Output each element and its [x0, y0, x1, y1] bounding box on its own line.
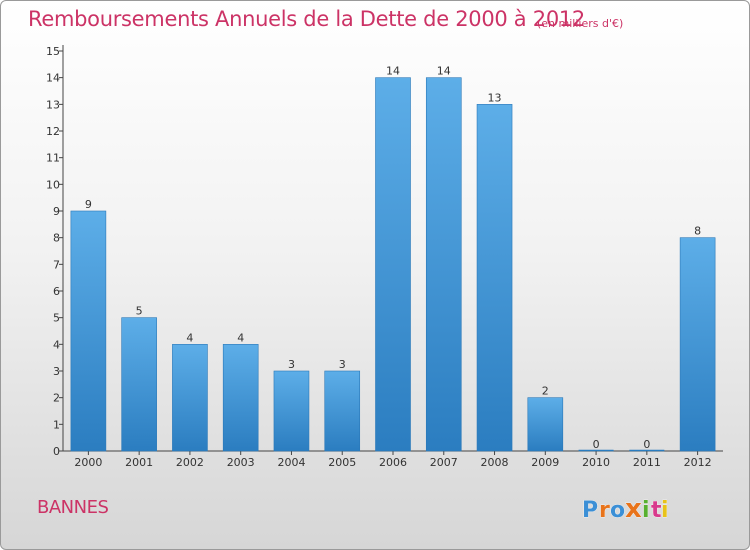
- x-tick-label-2005: 2005: [328, 456, 356, 469]
- logo-letter: i: [661, 498, 669, 523]
- y-tick-label: 7: [53, 258, 60, 271]
- x-tick-label-2007: 2007: [430, 456, 458, 469]
- commune-name: BANNES: [37, 497, 109, 518]
- data-label-2012: 8: [694, 225, 701, 238]
- bar-2004: [273, 370, 310, 452]
- y-tick-label: 8: [53, 232, 60, 245]
- data-label-2001: 5: [136, 305, 143, 318]
- y-tick-label: 13: [46, 98, 60, 111]
- bars: [70, 77, 716, 452]
- y-tick-label: 1: [53, 418, 60, 431]
- data-label-2000: 9: [85, 198, 92, 211]
- data-label-2005: 3: [339, 358, 346, 371]
- x-tick-label-2002: 2002: [176, 456, 204, 469]
- chart-title: Remboursements Annuels de la Dette de 20…: [28, 7, 585, 31]
- bar-2005: [324, 370, 361, 452]
- bar-2003: [222, 344, 259, 452]
- x-tick-label-2004: 2004: [277, 456, 305, 469]
- bar-2012: [679, 237, 716, 452]
- logo-letter: t: [651, 498, 662, 523]
- y-tick-label: 15: [46, 45, 60, 58]
- y-tick-label: 14: [46, 72, 60, 85]
- x-tick-label-2000: 2000: [74, 456, 102, 469]
- data-label-2008: 13: [488, 91, 502, 104]
- y-tick-label: 3: [53, 365, 60, 378]
- y-tick-label: 4: [53, 338, 60, 351]
- data-label-2003: 4: [237, 331, 244, 344]
- bar-2002: [172, 344, 208, 452]
- y-tick-label: 5: [53, 312, 60, 325]
- x-tick-label-2009: 2009: [531, 456, 559, 469]
- logo-letter: i: [642, 498, 650, 523]
- bar-2008: [476, 104, 513, 452]
- chart-subtitle: (en milliers d'€): [537, 17, 624, 30]
- data-label-2004: 3: [288, 358, 295, 371]
- data-label-2007: 14: [437, 65, 451, 78]
- y-tick-label: 11: [46, 152, 60, 165]
- x-tick-label-2006: 2006: [379, 456, 407, 469]
- bar-2000: [70, 210, 107, 452]
- x-tick-label-2008: 2008: [481, 456, 509, 469]
- x-tick-label-2011: 2011: [633, 456, 661, 469]
- x-tick-label-2012: 2012: [684, 456, 712, 469]
- y-tick-label: 10: [46, 178, 60, 191]
- data-label-2010: 0: [593, 438, 600, 451]
- bar-2009: [527, 397, 564, 452]
- logo-letter: x: [625, 494, 642, 524]
- y-tick-label: 0: [53, 445, 60, 458]
- y-tick-label: 9: [53, 205, 60, 218]
- y-tick-label: 12: [46, 125, 60, 138]
- y-tick-label: 6: [53, 285, 60, 298]
- data-label-2009: 2: [542, 385, 549, 398]
- x-tick-label-2010: 2010: [582, 456, 610, 469]
- x-tick-label-2003: 2003: [227, 456, 255, 469]
- labels: 9 5 4 4 3 3 14 14 13 2 0 0 8: [85, 65, 701, 451]
- bar-2006: [375, 77, 411, 452]
- data-label-2002: 4: [186, 331, 193, 344]
- data-label-2006: 14: [386, 65, 400, 78]
- y-tick-label: 2: [53, 392, 60, 405]
- bar-2001: [121, 317, 157, 452]
- bar-2007: [425, 77, 462, 452]
- logo-letter: P: [582, 498, 598, 523]
- logo-letter: r: [599, 498, 610, 523]
- data-label-2011: 0: [643, 438, 650, 451]
- x-tick-label-2001: 2001: [125, 456, 153, 469]
- logo-letter: o: [610, 498, 625, 523]
